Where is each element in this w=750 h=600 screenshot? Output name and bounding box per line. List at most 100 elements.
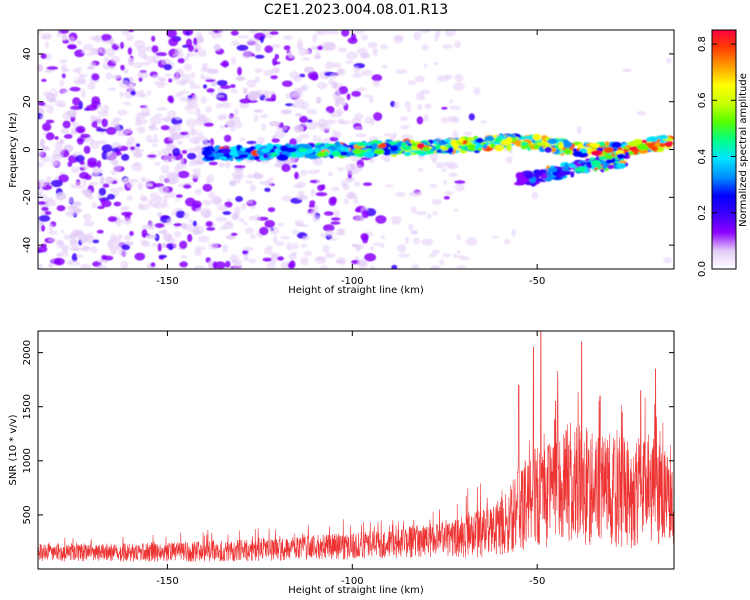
heatmap-cell — [222, 222, 234, 230]
heatmap-cell — [331, 81, 338, 89]
heatmap-cell — [261, 123, 267, 132]
heatmap-cell — [100, 34, 112, 42]
heatmap-cell — [201, 149, 213, 157]
heatmap-y-axis-label: Frequency (Hz) — [8, 112, 19, 188]
heatmap-cell — [123, 101, 132, 106]
heatmap-cell — [443, 196, 450, 200]
heatmap-cell — [590, 160, 601, 166]
heatmap-cell — [314, 147, 321, 153]
heatmap-cell — [572, 150, 583, 157]
heatmap-cell — [193, 37, 198, 46]
heatmap-cell — [40, 224, 46, 232]
y-tick-label: 2000 — [22, 340, 33, 365]
heatmap-cell — [616, 162, 626, 169]
heatmap-cell — [416, 116, 424, 125]
heatmap-cell — [51, 88, 56, 92]
heatmap-cell — [75, 154, 85, 163]
heatmap-cell — [145, 183, 153, 187]
heatmap-cell — [372, 242, 385, 246]
heatmap-cell — [302, 235, 310, 241]
heatmap-cell — [589, 143, 599, 147]
heatmap-cell — [101, 151, 108, 160]
heatmap-cell — [44, 41, 50, 49]
heatmap-cell — [67, 161, 73, 167]
heatmap-cell — [97, 160, 102, 169]
heatmap-cell — [136, 126, 146, 134]
heatmap-cell — [563, 148, 572, 155]
snr-background — [38, 331, 674, 569]
heatmap-cell — [103, 56, 109, 63]
heatmap-cell — [574, 167, 583, 172]
heatmap-cell — [410, 230, 418, 235]
heatmap-cell — [435, 162, 446, 169]
heatmap-cell — [81, 49, 93, 55]
heatmap-cell — [263, 153, 269, 159]
heatmap-cell — [91, 73, 100, 81]
heatmap-cell — [79, 236, 88, 244]
heatmap-cell — [159, 117, 171, 121]
y-tick-label: 20 — [22, 95, 33, 108]
heatmap-cell — [283, 35, 294, 41]
heatmap-cell — [140, 196, 149, 202]
heatmap-cell — [205, 221, 213, 227]
heatmap-cell — [291, 229, 300, 235]
heatmap-cell — [416, 191, 423, 197]
heatmap-cell — [294, 171, 299, 180]
heatmap-cell — [447, 162, 459, 170]
heatmap-cell — [137, 118, 148, 125]
heatmap-cell — [83, 145, 91, 154]
heatmap-cell — [262, 130, 271, 140]
heatmap-cell — [166, 143, 175, 150]
heatmap-cell — [141, 224, 153, 230]
heatmap-cell — [431, 249, 440, 255]
heatmap-cell — [404, 236, 410, 245]
heatmap-cell — [87, 232, 94, 241]
heatmap-cell — [352, 148, 362, 155]
heatmap-cell — [525, 173, 534, 179]
snr-x-axis-label: Height of straight line (km) — [288, 585, 424, 596]
heatmap-cell — [186, 52, 191, 59]
heatmap-cell — [590, 150, 603, 156]
heatmap-cell — [356, 87, 367, 92]
heatmap-cell — [66, 109, 77, 118]
heatmap-cell — [56, 30, 62, 38]
heatmap-cell — [168, 173, 180, 177]
heatmap-cell — [174, 47, 183, 55]
heatmap-cell — [246, 200, 254, 204]
heatmap-cell — [127, 47, 133, 55]
heatmap-cell — [132, 62, 143, 69]
heatmap-cell — [145, 134, 153, 143]
heatmap-cell — [390, 216, 403, 222]
heatmap-cell — [234, 165, 246, 169]
heatmap-cell — [152, 203, 165, 209]
heatmap-cell — [385, 184, 394, 188]
heatmap-cell — [473, 87, 481, 96]
heatmap-cell — [116, 186, 125, 192]
heatmap-x-axis-label: Height of straight line (km) — [288, 285, 424, 296]
heatmap-cell — [91, 121, 98, 128]
heatmap-cell — [299, 115, 308, 123]
heatmap-cell — [345, 60, 354, 64]
heatmap-cell — [453, 208, 459, 212]
heatmap-cell — [375, 215, 387, 224]
heatmap-cell — [81, 245, 91, 252]
heatmap-cell — [153, 133, 158, 141]
heatmap-cell — [281, 163, 291, 172]
heatmap-cell — [230, 84, 236, 89]
heatmap-cell — [58, 174, 69, 183]
heatmap-cell — [293, 75, 302, 82]
heatmap-cell — [329, 237, 338, 241]
heatmap-cell — [347, 37, 358, 44]
heatmap-cell — [253, 171, 259, 178]
heatmap-cell — [38, 262, 43, 269]
heatmap-cell — [172, 147, 181, 157]
heatmap-cell — [313, 54, 321, 60]
heatmap-cell — [353, 196, 359, 205]
heatmap-cell — [271, 254, 278, 264]
heatmap-cell — [41, 206, 49, 212]
heatmap-cell — [96, 229, 104, 234]
heatmap-cell — [69, 73, 80, 81]
heatmap-cell — [246, 79, 257, 88]
heatmap-cell — [504, 238, 511, 245]
